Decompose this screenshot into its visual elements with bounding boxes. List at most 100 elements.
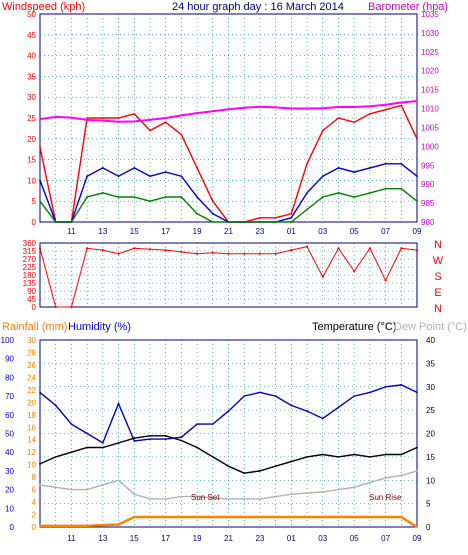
- dewpoint-point: [274, 495, 277, 498]
- direction-tick-label: 180: [23, 271, 37, 280]
- rainfall-point: [227, 516, 230, 518]
- dewpoint-point: [306, 491, 308, 494]
- sunset-annotation: Sun Set: [191, 493, 220, 502]
- lull-point: [39, 200, 41, 203]
- hour-tick-label: 17: [161, 227, 170, 236]
- average-point: [290, 216, 293, 219]
- direction-point: [258, 252, 262, 255]
- lull-point: [243, 221, 246, 223]
- direction-point: [368, 247, 371, 250]
- direction-point: [353, 270, 356, 273]
- temperature-tick-label: 20: [426, 430, 435, 439]
- direction-point: [400, 247, 403, 250]
- hour-tick-label: 19: [193, 227, 202, 236]
- dewpoint-point: [243, 498, 246, 500]
- temperature-point: [133, 437, 136, 440]
- gust-point: [101, 117, 104, 119]
- rainfall-tick-label: 24: [27, 373, 36, 382]
- temperature-point: [149, 434, 151, 437]
- rainfall-point: [149, 516, 151, 518]
- dewpoint-point: [54, 486, 57, 489]
- humidity-point: [54, 404, 57, 407]
- humidity-point: [133, 440, 136, 442]
- hour-tick-label: 13: [98, 227, 107, 236]
- barometer-point: [416, 100, 418, 102]
- gust-point: [306, 162, 308, 165]
- barometer-point: [117, 120, 120, 123]
- average-point: [321, 175, 324, 178]
- direction-point: [415, 249, 419, 252]
- rainfall-point: [306, 516, 308, 518]
- barometer-point: [384, 103, 387, 106]
- barometer-point: [211, 110, 214, 113]
- humidity-point: [306, 410, 308, 412]
- graph-title: 24 hour graph day : 16 March 2014: [172, 1, 344, 13]
- humidity-axis-label: Humidity (%): [68, 321, 131, 333]
- lull-point: [321, 196, 324, 198]
- direction-point: [38, 247, 42, 250]
- rainfall-point: [290, 516, 293, 518]
- gust-point: [180, 133, 183, 136]
- dewpoint-point: [39, 484, 41, 486]
- lull-point: [368, 191, 371, 194]
- windspeed-tick-label: 25: [27, 114, 36, 123]
- direction-point: [117, 252, 120, 255]
- barometer-point: [243, 106, 246, 109]
- rainfall-point: [164, 516, 167, 518]
- average-point: [211, 212, 214, 215]
- rainfall-tick-label: 4: [32, 498, 37, 507]
- temperature-point: [416, 446, 418, 449]
- rainfall-tick-label: 8: [32, 473, 37, 482]
- dewpoint-point: [196, 495, 198, 498]
- hour-tick-label: 17: [161, 534, 170, 543]
- direction-tick-label: 90: [27, 287, 36, 296]
- temperature-point: [70, 451, 73, 454]
- humidity-point: [400, 383, 403, 386]
- compass-label: E: [434, 287, 441, 299]
- temperature-point: [180, 439, 183, 442]
- dewpoint-point: [368, 481, 371, 484]
- barometer-tick-label: 1015: [421, 86, 439, 95]
- temperature-tick-label: 10: [426, 476, 435, 485]
- dewpoint-point: [211, 497, 214, 499]
- dewpoint-point: [70, 488, 73, 491]
- gust-point: [337, 117, 340, 119]
- barometer-tick-label: 1000: [421, 142, 439, 151]
- rainfall-point: [211, 516, 214, 518]
- gust-point: [384, 108, 387, 111]
- barometer-axis-label: Barometer (hpa): [368, 1, 448, 13]
- compass-label: N: [434, 303, 442, 315]
- direction-tick-label: 225: [23, 263, 37, 272]
- humidity-tick-label: 90: [5, 355, 14, 364]
- hour-tick-label: 05: [350, 534, 359, 543]
- direction-point: [243, 252, 246, 255]
- average-point: [384, 162, 387, 165]
- gust-point: [259, 216, 261, 219]
- rainfall-tick-label: 0: [32, 523, 37, 532]
- average-point: [368, 167, 371, 169]
- dewpoint-point: [149, 498, 151, 500]
- temperature-point: [290, 460, 293, 463]
- hour-tick-label: 11: [67, 227, 76, 236]
- direction-point: [305, 245, 309, 248]
- dewpoint-point: [180, 495, 183, 498]
- hour-tick-label: 23: [255, 227, 264, 236]
- average-point: [180, 175, 183, 178]
- barometer-point: [86, 118, 89, 121]
- rainfall-point: [117, 523, 120, 526]
- barometer-tick-label: 1030: [421, 29, 439, 38]
- humidity-point: [290, 404, 293, 407]
- temperature-point: [243, 472, 246, 475]
- lull-point: [133, 196, 136, 198]
- rainfall-tick-label: 30: [27, 336, 36, 345]
- temperature-point: [259, 470, 261, 472]
- rainfall-tick-label: 6: [32, 486, 37, 495]
- dewpoint-point: [101, 484, 104, 486]
- lull-point: [180, 196, 183, 198]
- hour-tick-label: 11: [67, 534, 76, 543]
- direction-point: [337, 247, 340, 250]
- direction-tick-label: 135: [23, 279, 37, 288]
- gust-point: [400, 104, 403, 107]
